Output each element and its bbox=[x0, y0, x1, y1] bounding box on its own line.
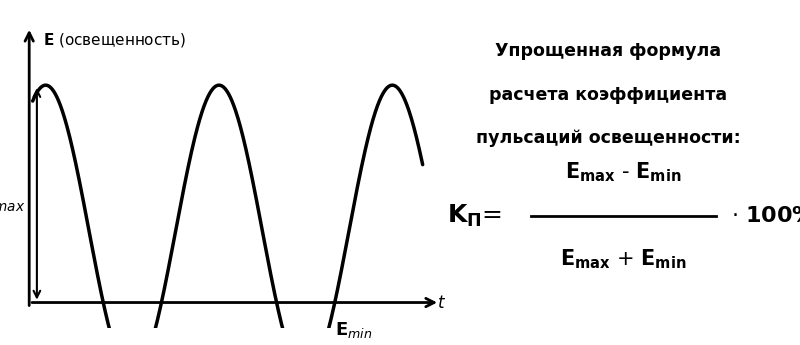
Text: $\mathbf{K_{\Pi}}$=: $\mathbf{K_{\Pi}}$= bbox=[446, 203, 502, 229]
Text: · $\mathbf{100\%}$: · $\mathbf{100\%}$ bbox=[731, 206, 800, 226]
Text: $\mathbf{E_{max}}$ - $\mathbf{E_{min}}$: $\mathbf{E_{max}}$ - $\mathbf{E_{min}}$ bbox=[565, 161, 682, 184]
Text: пульсаций освещенности:: пульсаций освещенности: bbox=[476, 129, 740, 147]
Text: $\mathbf{E}$ (освещенность): $\mathbf{E}$ (освещенность) bbox=[43, 31, 186, 49]
Text: E$_{min}$: E$_{min}$ bbox=[335, 320, 373, 340]
Text: $t$: $t$ bbox=[437, 294, 446, 312]
Text: E$_{max}$: E$_{max}$ bbox=[0, 193, 25, 214]
Text: расчета коэффициента: расчета коэффициента bbox=[489, 86, 727, 104]
Text: $\mathbf{E_{max}}$ + $\mathbf{E_{min}}$: $\mathbf{E_{max}}$ + $\mathbf{E_{min}}$ bbox=[560, 248, 686, 271]
Text: Упрощенная формула: Упрощенная формула bbox=[495, 42, 721, 60]
